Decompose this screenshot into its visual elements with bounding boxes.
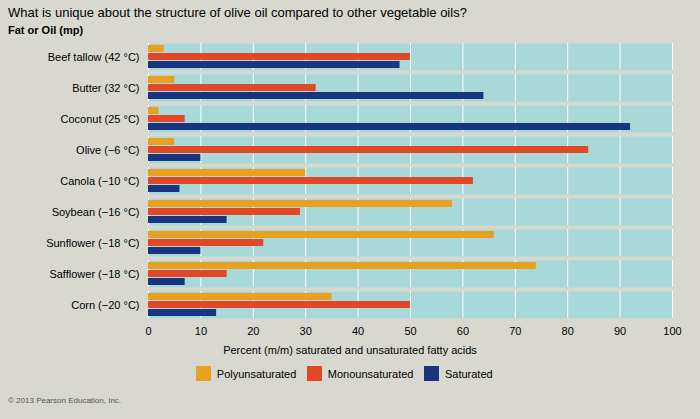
html-text:Polyunsaturated: Polyunsaturated	[216, 367, 297, 380]
svg-text:Beef tallow (42 °C): Beef tallow (42 °C)	[48, 51, 140, 63]
svg-text:60: 60	[457, 325, 469, 337]
svg-text:70: 70	[509, 325, 521, 337]
svg-text:Soybean (−16 °C): Soybean (−16 °C)	[52, 206, 140, 218]
svg-text:Safflower (−18 °C): Safflower (−18 °C)	[49, 268, 139, 280]
svg-text:Butter (32 °C): Butter (32 °C)	[72, 82, 139, 94]
svg-text:50: 50	[404, 325, 416, 337]
svg-text:0: 0	[145, 325, 151, 337]
html-text:Percent (m/m) saturated and un: Percent (m/m) saturated and unsaturated …	[223, 344, 477, 356]
html-text:Fat or Oil (mp): Fat or Oil (mp)	[8, 24, 84, 36]
svg-text:10: 10	[195, 325, 207, 337]
html-text:What is unique about the struc: What is unique about the structure of ol…	[8, 5, 467, 20]
svg-text:80: 80	[562, 325, 574, 337]
svg-text:30: 30	[300, 325, 312, 337]
html-text:Monounsaturated: Monounsaturated	[327, 367, 414, 380]
svg-text:Sunflower (−18 °C): Sunflower (−18 °C)	[46, 237, 139, 249]
svg-text:Corn (−20 °C): Corn (−20 °C)	[71, 299, 139, 311]
svg-text:Canola (−10 °C): Canola (−10 °C)	[60, 175, 139, 187]
svg-text:Olive (−6 °C): Olive (−6 °C)	[76, 144, 139, 156]
html-text:© 2013 Pearson Education, Inc.: © 2013 Pearson Education, Inc.	[8, 395, 122, 405]
svg-text:Coconut (25 °C): Coconut (25 °C)	[61, 113, 140, 125]
svg-text:40: 40	[352, 325, 364, 337]
svg-text:90: 90	[614, 325, 626, 337]
html-text:Saturated: Saturated	[445, 367, 493, 380]
svg-text:20: 20	[247, 325, 259, 337]
svg-text:100: 100	[663, 325, 681, 337]
